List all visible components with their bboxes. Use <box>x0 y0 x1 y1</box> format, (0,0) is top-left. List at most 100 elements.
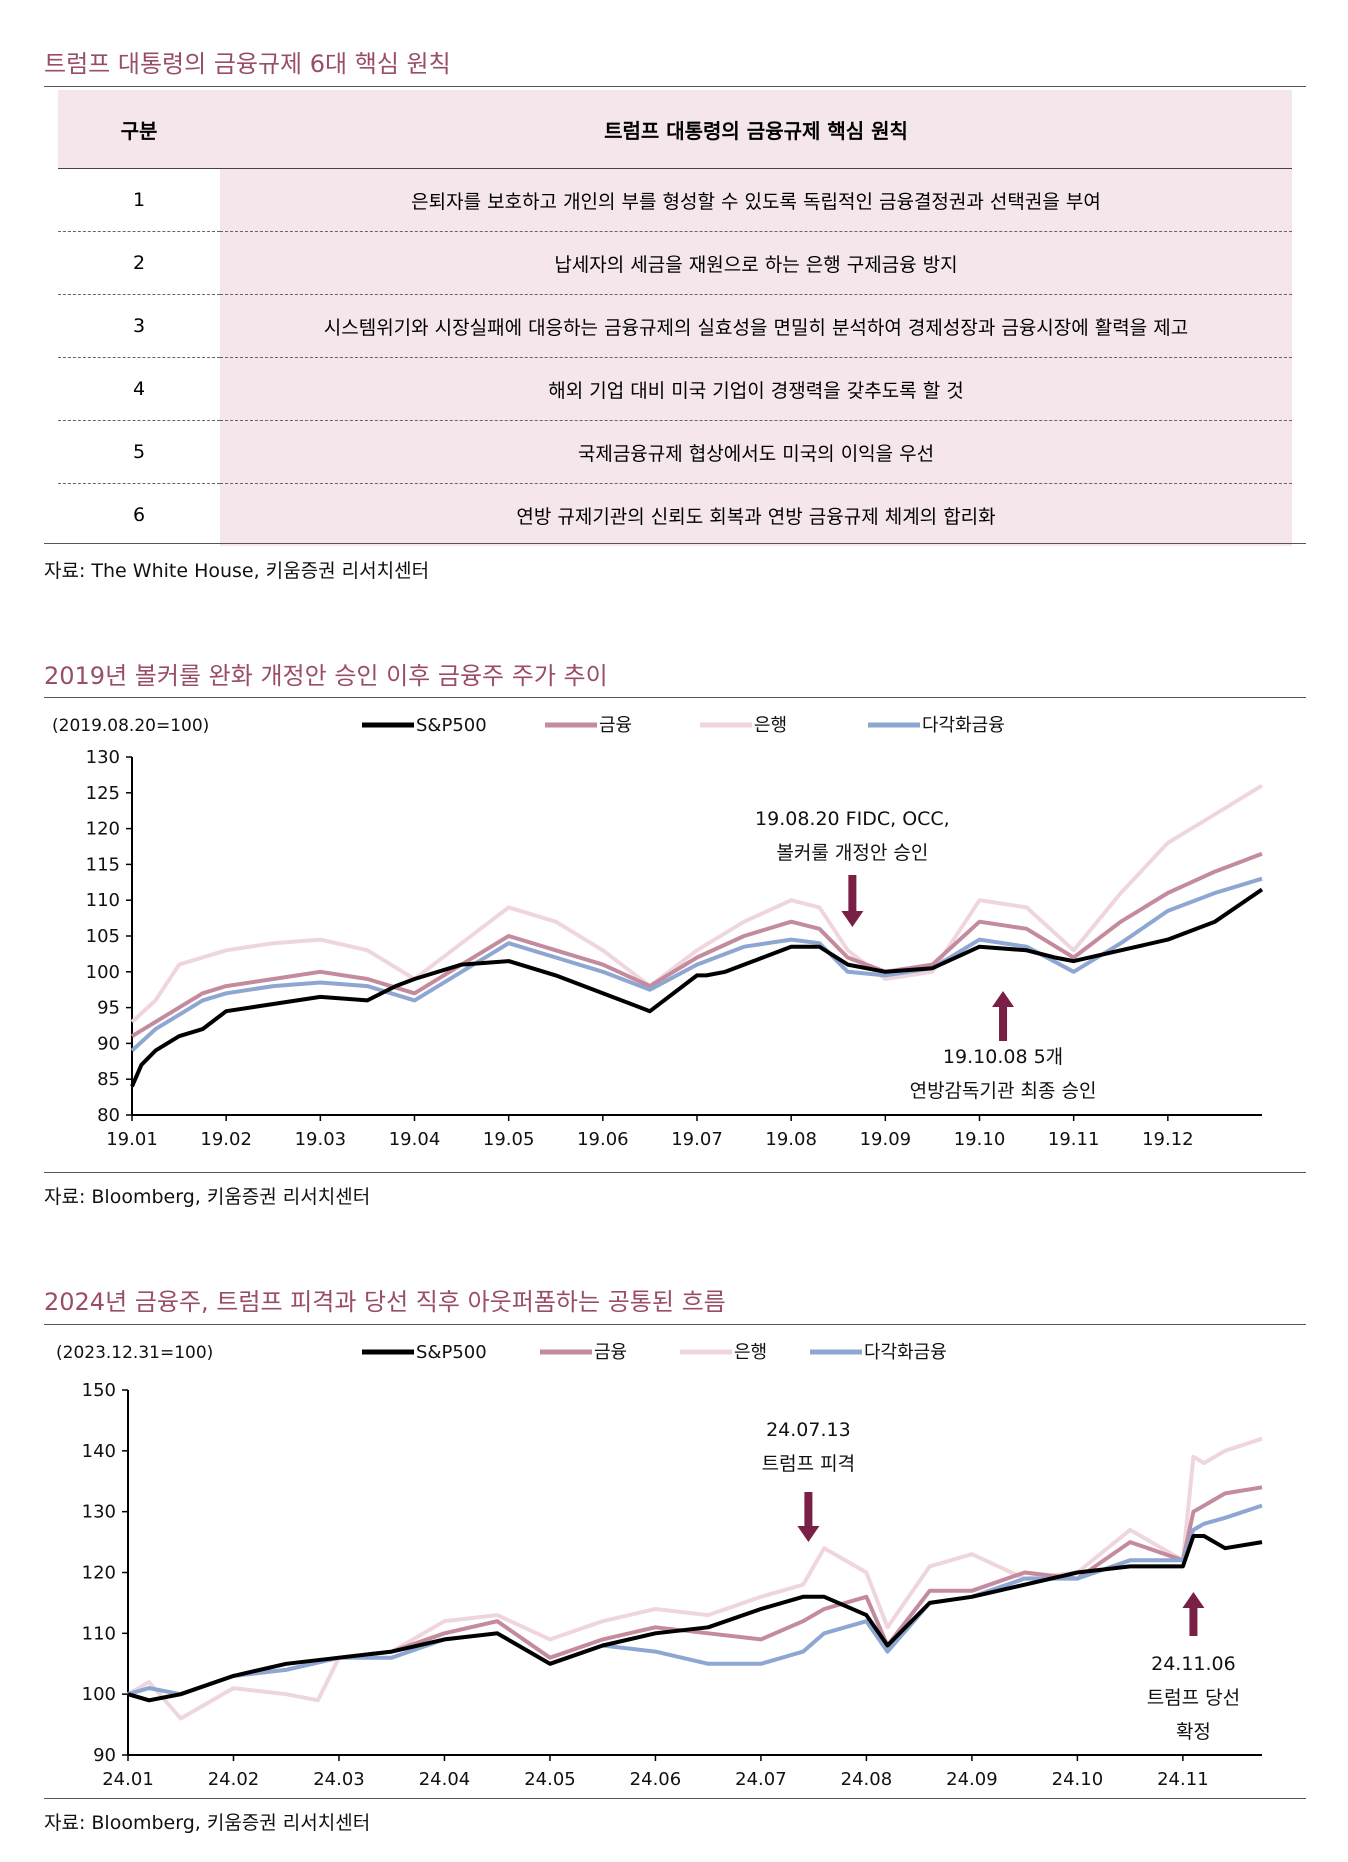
y-tick-label: 100 <box>86 962 120 983</box>
annotation-line1: 19.08.20 FIDC, OCC, <box>755 808 950 830</box>
table-row: 6 연방 규제기관의 신뢰도 회복과 연방 금융규제 체계의 합리화 <box>58 483 1292 546</box>
section3-title: 2024년 금융주, 트럼프 피격과 당선 직후 아웃퍼폼하는 공통된 흐름 <box>44 1288 726 1316</box>
chart-2024-container: (2023.12.31=100) S&P500 금융 은행 다각화금융 90 100 110 1… <box>40 1330 1310 1796</box>
x-tick-label: 24.04 <box>419 1769 471 1790</box>
section3-top-rule <box>44 1324 1306 1325</box>
x-tick-label: 19.11 <box>1048 1129 1100 1150</box>
y-tick-label: 110 <box>82 1623 116 1644</box>
x-tick-label: 19.05 <box>483 1129 535 1150</box>
row-number: 2 <box>58 231 220 295</box>
annotation-arrow-head <box>992 991 1015 1007</box>
y-tick-label: 100 <box>82 1684 116 1705</box>
x-tick-label: 24.10 <box>1052 1769 1104 1790</box>
annotation-line2: 연방감독기관 최종 승인 <box>910 1080 1097 1102</box>
legend-label-4: 다각화금융 <box>922 715 1005 736</box>
section3-bottom-rule <box>44 1798 1306 1799</box>
y-tick-label: 90 <box>97 1033 120 1054</box>
table-header-row: 구분 트럼프 대통령의 금융규제 핵심 원칙 <box>58 90 1292 169</box>
x-tick-label: 19.02 <box>200 1129 252 1150</box>
series-line-4 <box>130 876 1263 1053</box>
series-line-1 <box>130 887 1264 1088</box>
legend-label-3: 은행 <box>734 1342 767 1363</box>
x-tick-label: 24.05 <box>524 1769 576 1790</box>
section2-top-rule <box>44 697 1306 698</box>
row-number: 4 <box>58 357 220 421</box>
section2-bottom-rule <box>44 1172 1306 1173</box>
base-date-label: (2023.12.31=100) <box>56 1343 213 1363</box>
x-tick-label: 19.06 <box>577 1129 629 1150</box>
x-tick-label: 19.09 <box>860 1129 912 1150</box>
y-tick-label: 130 <box>86 747 120 768</box>
base-date-label: (2019.08.20=100) <box>52 716 209 736</box>
legend-label-2: 금융 <box>594 1342 627 1363</box>
x-tick-label: 19.04 <box>389 1129 441 1150</box>
series-line-1 <box>127 1534 1263 1703</box>
row-text: 은퇴자를 보호하고 개인의 부를 형성할 수 있도록 독립적인 금융결정권과 선… <box>220 168 1292 232</box>
y-tick-label: 150 <box>82 1380 116 1401</box>
row-number: 6 <box>58 483 220 546</box>
y-tick-label: 140 <box>82 1441 116 1462</box>
y-tick-label: 95 <box>97 998 120 1019</box>
y-tick-label: 105 <box>86 926 120 947</box>
table-row: 3 시스템위기와 시장실패에 대응하는 금융규제의 실효성을 면밀히 분석하여 … <box>58 294 1292 358</box>
row-number: 3 <box>58 294 220 358</box>
section1-source: 자료: The White House, 키움증권 리서치센터 <box>44 560 430 582</box>
row-number: 5 <box>58 420 220 484</box>
section1-title: 트럼프 대통령의 금융규제 6대 핵심 원칙 <box>44 50 451 78</box>
legend-label-2: 금융 <box>599 715 632 736</box>
table-row: 4 해외 기업 대비 미국 기업이 경쟁력을 갖추도록 할 것 <box>58 357 1292 421</box>
x-tick-label: 19.01 <box>106 1129 158 1150</box>
annotation-arrow-shaft <box>999 1005 1008 1041</box>
x-tick-label: 19.12 <box>1142 1129 1194 1150</box>
legend-label-3: 은행 <box>754 715 787 736</box>
legend-label-1: S&P500 <box>416 1342 487 1363</box>
y-tick-label: 130 <box>82 1502 116 1523</box>
annotation-line2: 트럼프 피격 <box>762 1453 855 1475</box>
y-tick-label: 125 <box>86 783 120 804</box>
annotation-arrow-head <box>797 1526 820 1542</box>
section3-source: 자료: Bloomberg, 키움증권 리서치센터 <box>44 1812 371 1834</box>
series-line-2 <box>130 851 1263 1038</box>
row-text: 연방 규제기관의 신뢰도 회복과 연방 금융규제 체계의 합리화 <box>220 483 1292 546</box>
section2-title: 2019년 볼커룰 완화 개정안 승인 이후 금융주 주가 추이 <box>44 662 608 690</box>
series-line-3 <box>130 783 1264 1024</box>
annotation-line1: 24.11.06 <box>1151 1653 1236 1675</box>
x-tick-label: 24.09 <box>946 1769 998 1790</box>
x-tick-label: 19.07 <box>671 1129 723 1150</box>
row-text: 국제금융규제 협상에서도 미국의 이익을 우선 <box>220 420 1292 484</box>
series-line-3 <box>126 1436 1263 1721</box>
series-line-4 <box>127 1503 1263 1697</box>
annotation-arrow-shaft <box>1189 1606 1198 1636</box>
header-category: 구분 <box>58 90 220 169</box>
y-tick-label: 110 <box>86 890 120 911</box>
table-row: 5 국제금융규제 협상에서도 미국의 이익을 우선 <box>58 420 1292 484</box>
y-tick-label: 85 <box>97 1069 120 1090</box>
x-tick-label: 24.03 <box>313 1769 365 1790</box>
x-tick-label: 24.01 <box>102 1769 154 1790</box>
annotation-line1: 19.10.08 5개 <box>943 1046 1063 1068</box>
annotation-arrow-shaft <box>804 1492 813 1528</box>
annotation-arrow-head <box>1182 1592 1205 1608</box>
y-tick-label: 90 <box>93 1745 116 1766</box>
legend-label-1: S&P500 <box>416 715 487 736</box>
x-tick-label: 24.08 <box>841 1769 893 1790</box>
x-tick-label: 24.02 <box>208 1769 260 1790</box>
y-tick-label: 80 <box>97 1105 120 1126</box>
y-tick-label: 115 <box>86 854 120 875</box>
row-text: 해외 기업 대비 미국 기업이 경쟁력을 갖추도록 할 것 <box>220 357 1292 421</box>
table-row: 1 은퇴자를 보호하고 개인의 부를 형성할 수 있도록 독립적인 금융결정권과… <box>58 168 1292 232</box>
annotation-line2: 볼커룰 개정안 승인 <box>776 842 928 864</box>
y-tick-label: 120 <box>82 1563 116 1584</box>
x-tick-label: 24.06 <box>630 1769 682 1790</box>
annotation-arrow-head <box>841 911 864 927</box>
chart-2019-container: (2019.08.20=100) S&P500 금융 은행 다각화금융 80 85 90 95 1… <box>40 705 1310 1170</box>
legend-label-4: 다각화금융 <box>864 1342 947 1363</box>
principles-table: 구분 트럼프 대통령의 금융규제 핵심 원칙 1 은퇴자를 보호하고 개인의 부… <box>58 90 1292 546</box>
x-tick-label: 19.03 <box>295 1129 347 1150</box>
section1-top-rule <box>44 86 1306 87</box>
x-tick-label: 24.11 <box>1157 1769 1209 1790</box>
table-row: 2 납세자의 세금을 재원으로 하는 은행 구제금융 방지 <box>58 231 1292 295</box>
annotation-arrow-shaft <box>848 875 857 913</box>
header-principle: 트럼프 대통령의 금융규제 핵심 원칙 <box>220 90 1292 169</box>
x-tick-label: 19.10 <box>954 1129 1006 1150</box>
